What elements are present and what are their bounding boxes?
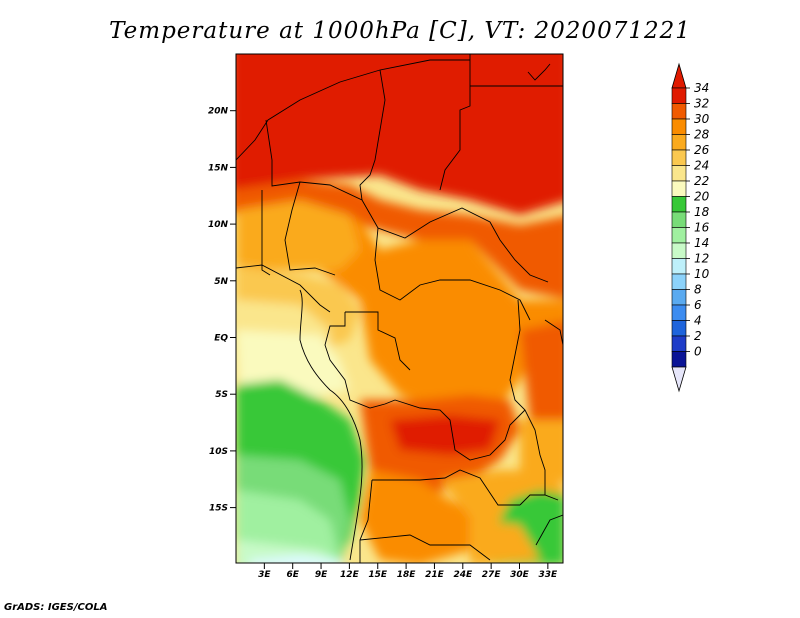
colorbar-segment	[671, 180, 687, 197]
y-tick-label: 5S	[215, 390, 228, 400]
colorbar-segment	[671, 320, 687, 337]
colorbar-bottom-arrow	[671, 366, 687, 393]
map-frame	[235, 53, 564, 564]
colorbar-label: 8	[694, 283, 702, 297]
y-tick-label: 10N	[208, 220, 229, 230]
x-tick-label: 9E	[315, 570, 328, 580]
colorbar-label: 22	[694, 174, 709, 188]
y-tick-label: 20N	[208, 107, 229, 117]
colorbar-segment	[671, 87, 687, 104]
x-tick-label: 6E	[286, 570, 299, 580]
x-tick-label: 30E	[510, 570, 530, 580]
colorbar-segment	[671, 134, 687, 151]
temperature-field	[236, 54, 563, 563]
x-tick-label: 15E	[368, 570, 388, 580]
colorbar-label: 14	[694, 236, 709, 250]
colorbar-label: 34	[694, 81, 709, 95]
x-tick-label: 33E	[539, 570, 559, 580]
y-tick-label: 15S	[209, 504, 228, 514]
colorbar-label: 0	[694, 345, 702, 359]
colorbar-segment	[671, 258, 687, 275]
colorbar-segment	[671, 227, 687, 244]
colorbar-segment	[671, 165, 687, 182]
colorbar-segment	[671, 335, 687, 352]
grads-credit: GrADS: IGES/COLA	[4, 602, 108, 613]
x-axis: 3E 6E 9E 12E 15E 18E 21E 24E 27E 30E 33E	[258, 563, 558, 580]
colorbar-label: 4	[694, 314, 702, 328]
colorbar-label: 2	[694, 329, 702, 343]
colorbar-segment	[671, 118, 687, 135]
x-tick-label: 24E	[453, 570, 473, 580]
y-axis: 20N 15N 10N 5N EQ 5S 10S 15S	[208, 107, 236, 514]
colorbar-label: 6	[694, 298, 702, 312]
colorbar-label: 16	[694, 221, 710, 235]
y-tick-label: EQ	[214, 334, 228, 344]
colorbar-segment	[671, 304, 687, 321]
colorbar-segment	[671, 242, 687, 259]
map-title: Temperature at 1000hPa [C], VT: 20200712…	[109, 18, 691, 44]
colorbar-label: 32	[694, 97, 709, 111]
y-tick-label: 5N	[214, 277, 228, 287]
colorbar-segment	[671, 351, 687, 368]
y-tick-label: 15N	[208, 163, 229, 173]
x-tick-label: 12E	[340, 570, 360, 580]
colorbar-segment	[671, 149, 687, 166]
x-tick-label: 18E	[397, 570, 417, 580]
colorbar-segment	[671, 103, 687, 120]
colorbar-label: 28	[694, 128, 710, 142]
colorbar-label: 26	[694, 143, 710, 157]
country-borders	[236, 54, 563, 563]
colorbar-segment	[671, 211, 687, 228]
colorbar-segment	[671, 196, 687, 213]
colorbar-label: 24	[694, 159, 709, 173]
colorbar-segment	[671, 273, 687, 290]
x-tick-label: 27E	[482, 570, 502, 580]
x-tick-label: 3E	[258, 570, 271, 580]
colorbar-label: 30	[694, 112, 710, 126]
colorbar-label: 10	[694, 267, 710, 281]
x-tick-label: 21E	[425, 570, 445, 580]
colorbar-label: 12	[694, 252, 709, 266]
colorbar-label: 20	[694, 190, 710, 204]
colorbar-top-arrow	[671, 62, 687, 89]
colorbar-label: 18	[694, 205, 710, 219]
colorbar-segment	[671, 289, 687, 306]
y-tick-label: 10S	[209, 447, 228, 457]
